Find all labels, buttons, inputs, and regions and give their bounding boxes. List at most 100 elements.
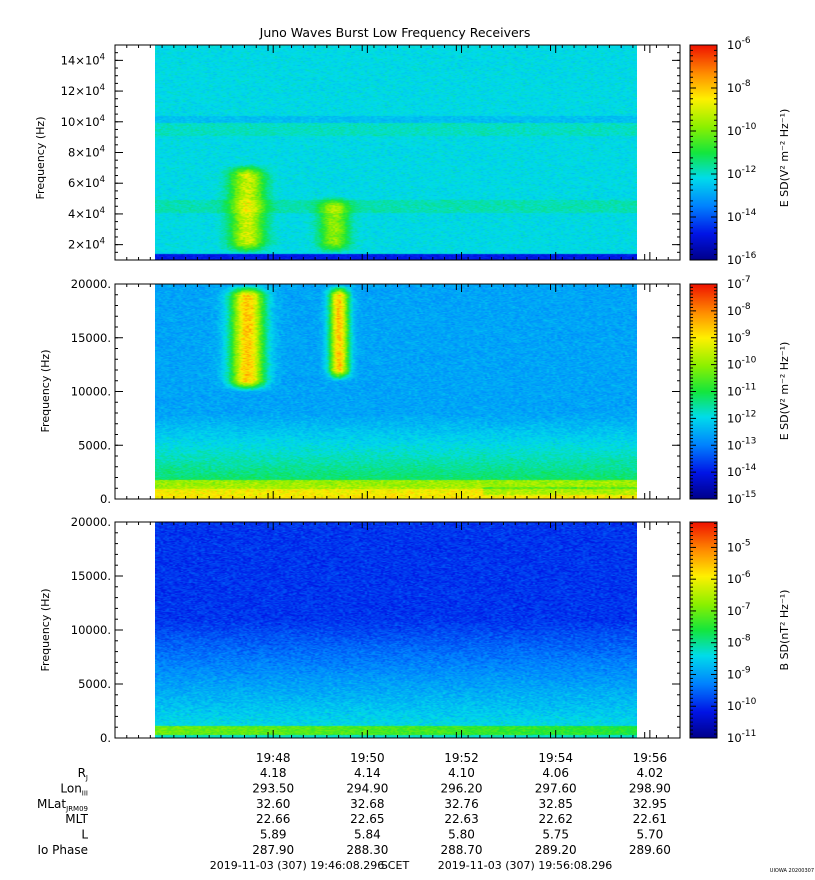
- colorbar-tick-label: 10-12: [727, 409, 756, 425]
- colorbar-tick-base: 10: [727, 124, 742, 138]
- colorbar-tick-label: 10-14: [727, 463, 757, 479]
- ephemeris-label-subscript: III: [82, 789, 88, 797]
- colorbar-tick-label: 10-11: [727, 383, 756, 399]
- time-tick-label: 19:56: [633, 751, 668, 765]
- colorbar-tick-label: 10-6: [727, 36, 751, 52]
- time-range-end: 2019-11-03 (307) 19:56:08.296: [438, 859, 612, 872]
- colorbar-tick-base: 10: [727, 667, 742, 681]
- ephemeris-value: 297.60: [535, 781, 577, 795]
- panel-3-ticks: [114, 521, 681, 739]
- colorbar-tick-label: 10-8: [727, 634, 751, 650]
- panel-2-ticks: [114, 283, 681, 500]
- colorbar-tick-label: 10-11: [727, 729, 756, 745]
- ephemeris-value: 5.70: [637, 828, 664, 842]
- time-range-scet: SCET: [381, 859, 410, 872]
- ephemeris-value: 32.68: [350, 797, 384, 811]
- colorbar-tick-base: 10: [727, 731, 742, 745]
- ephemeris-label-text: MLat: [37, 797, 66, 811]
- y-tick-label: 12×104: [61, 83, 105, 98]
- ephemeris-row-label: RJ: [78, 766, 88, 782]
- y-tick-label: 0.: [100, 731, 111, 745]
- panel-2-colorbar-label: E SD(V² m⁻² Hz⁻¹): [778, 342, 791, 441]
- colorbar-tick-exponent: -14: [742, 208, 757, 218]
- colorbar-tick-exponent: -12: [742, 409, 757, 419]
- panel-2-colorbar: 10-710-810-910-1010-1110-1210-1310-1410-…: [689, 275, 791, 506]
- y-tick-label: 0.: [100, 492, 111, 506]
- panel-3-colorbar-frame: [689, 521, 718, 739]
- ephemeris-value: 4.18: [260, 766, 287, 780]
- ephemeris-value: 4.06: [542, 766, 569, 780]
- ephemeris-value: 5.75: [542, 828, 569, 842]
- colorbar-tick-label: 10-10: [727, 356, 757, 372]
- colorbar-tick-label: 10-10: [727, 122, 757, 138]
- ephemeris-value: 32.76: [444, 797, 478, 811]
- time-axis-labels: 19:48 19:50 19:52 19:54 19:56: [256, 751, 667, 765]
- y-tick-mantissa: 14×10: [61, 53, 100, 67]
- colorbar-tick-exponent: -11: [742, 729, 757, 739]
- colorbar-tick-label: 10-9: [727, 665, 751, 681]
- y-tick-label: 4×104: [68, 206, 105, 221]
- colorbar-tick-base: 10: [727, 699, 742, 713]
- ephemeris-label-text: R: [78, 766, 86, 780]
- colorbar-tick-base: 10: [727, 492, 742, 506]
- ephemeris-row-label: L: [81, 828, 88, 842]
- y-tick-mantissa: 6×10: [68, 176, 100, 190]
- colorbar-tick-exponent: -11: [742, 383, 757, 393]
- y-tick-label: 20000.: [71, 277, 111, 291]
- y-tick-label: 15000.: [71, 331, 111, 345]
- ephemeris-value: 22.65: [350, 812, 384, 826]
- colorbar-tick-base: 10: [727, 277, 742, 291]
- colorbar-tick-exponent: -10: [742, 122, 757, 132]
- colorbar-tick-exponent: -10: [742, 697, 757, 707]
- ephemeris-value: 293.50: [252, 781, 294, 795]
- colorbar-tick-exponent: -6: [742, 36, 751, 46]
- colorbar-tick-base: 10: [727, 438, 742, 452]
- ephemeris-value: 5.84: [354, 828, 381, 842]
- y-tick-label: 8×104: [68, 145, 105, 160]
- colorbar-tick-exponent: -13: [742, 436, 757, 446]
- ephemeris-label-text: Lon: [60, 781, 81, 795]
- panel-2-spectrogram-image: [155, 284, 637, 499]
- colorbar-tick-label: 10-6: [727, 570, 751, 586]
- panel-1-colorbar-gradient: [690, 45, 717, 260]
- colorbar-tick-exponent: -8: [742, 634, 751, 644]
- panel-2-ylabel: Frequency (Hz): [39, 350, 52, 433]
- ephemeris-value: 296.20: [441, 781, 483, 795]
- ephemeris-value: 32.60: [256, 797, 290, 811]
- ephemeris-value: 4.02: [637, 766, 664, 780]
- panel-3-spectrogram-image: [155, 522, 637, 738]
- ephemeris-row-label: Io Phase: [37, 843, 88, 857]
- ephemeris-value: 22.61: [633, 812, 667, 826]
- y-tick-label: 14×104: [61, 52, 105, 67]
- time-tick-label: 19:48: [256, 751, 291, 765]
- y-tick-exponent: 4: [100, 52, 105, 62]
- ephemeris-table: RJ 4.18 4.14 4.10 4.06 4.02 LonIII 293.50 294.90…: [37, 766, 671, 857]
- y-tick-exponent: 4: [100, 83, 105, 93]
- panel-2-spectrogram: [155, 284, 637, 499]
- y-tick-exponent: 4: [100, 175, 105, 185]
- time-tick-label: 19:54: [538, 751, 573, 765]
- ephemeris-value: 22.63: [444, 812, 478, 826]
- y-tick-exponent: 4: [100, 237, 105, 247]
- y-tick-label: 2×104: [68, 237, 105, 252]
- y-tick-exponent: 4: [100, 145, 105, 155]
- y-tick-mantissa: 2×10: [68, 238, 100, 252]
- colorbar-tick-exponent: -8: [742, 79, 751, 89]
- y-tick-label: 5000.: [78, 677, 111, 691]
- ephemeris-value: 4.10: [448, 766, 475, 780]
- colorbar-tick-label: 10-7: [727, 602, 751, 618]
- colorbar-tick-label: 10-7: [727, 275, 751, 291]
- colorbar-tick-label: 10-10: [727, 697, 757, 713]
- time-tick-label: 19:52: [444, 751, 479, 765]
- colorbar-tick-label: 10-16: [727, 251, 757, 267]
- ephemeris-label-text: MLT: [65, 812, 88, 826]
- y-tick-label: 6×104: [68, 175, 105, 190]
- colorbar-tick-label: 10-8: [727, 79, 751, 95]
- panel-3: 20000. 15000. 10000. 5000. 0. Frequency (Hz)…: [39, 515, 791, 745]
- colorbar-tick-label: 10-5: [727, 538, 751, 554]
- ephemeris-value: 5.89: [260, 828, 287, 842]
- colorbar-tick-exponent: -9: [742, 329, 751, 339]
